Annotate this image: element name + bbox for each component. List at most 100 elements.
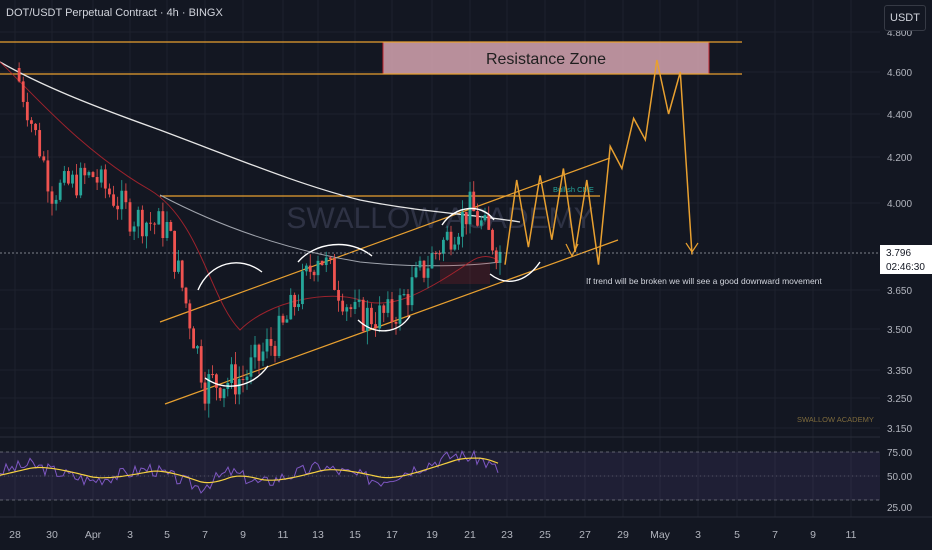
candle-body <box>406 294 410 306</box>
rsi-label: 75.00 <box>887 448 912 459</box>
candle-body <box>289 294 293 320</box>
candle-body <box>285 319 289 323</box>
bullish-cme-label: Bullish CME <box>553 185 594 194</box>
candle-body <box>108 188 111 195</box>
time-label: 15 <box>349 529 361 541</box>
price-label: 3.350 <box>887 366 912 377</box>
candle-body <box>46 160 50 192</box>
price-label: 3.500 <box>887 325 912 336</box>
price-scale-labels: 4.800 4.600 4.400 4.200 4.000 3.650 3.500 3.350… <box>887 28 912 435</box>
candle-body <box>120 190 124 210</box>
candle-body <box>21 81 25 102</box>
candle-body <box>445 231 449 240</box>
candle-body <box>218 387 222 399</box>
candle-body <box>378 305 382 329</box>
candle-body <box>50 191 54 204</box>
candle-body <box>390 299 394 322</box>
price-label: 3.650 <box>887 286 912 297</box>
candle-body <box>188 303 192 329</box>
candle-body <box>99 169 103 183</box>
last-price-label: 3.796 <box>886 248 911 259</box>
candle-body <box>341 300 345 312</box>
candle-body <box>498 251 502 263</box>
currency-button[interactable]: USDT <box>884 5 926 31</box>
price-label: 3.250 <box>887 394 912 405</box>
candle-body <box>277 315 281 356</box>
candle-body <box>165 222 169 239</box>
channel-upper-line[interactable] <box>159 157 611 323</box>
time-label: 29 <box>617 529 629 541</box>
cme-zone <box>440 262 490 284</box>
candle-body <box>430 253 434 269</box>
candle-body <box>58 182 62 200</box>
candle-body <box>438 253 441 255</box>
resistance-zone-label: Resistance Zone <box>486 51 606 68</box>
projection-arrow-1 <box>565 243 579 258</box>
time-label: 30 <box>46 529 58 541</box>
price-scale[interactable] <box>880 0 932 550</box>
candle-body <box>207 374 211 404</box>
candle-body <box>128 202 132 232</box>
candle-body <box>75 174 78 196</box>
candle-body <box>453 244 457 250</box>
candle-body <box>136 209 140 227</box>
candle-body <box>273 345 277 356</box>
candle-body <box>487 215 491 230</box>
candle-body <box>62 171 66 183</box>
candle-body <box>483 215 487 221</box>
rsi-label: 25.00 <box>887 503 912 514</box>
candle-body <box>203 382 207 404</box>
candle-body <box>132 226 136 232</box>
candle-body <box>222 388 226 399</box>
candle-body <box>386 299 390 313</box>
time-label: 28 <box>9 529 21 541</box>
candle-body <box>67 171 70 184</box>
candle-body <box>192 328 195 349</box>
candle-body <box>361 299 365 332</box>
candle-body <box>418 260 422 268</box>
time-label: 9 <box>240 529 246 541</box>
candle-body <box>103 169 107 189</box>
time-label: 21 <box>464 529 476 541</box>
time-label: 23 <box>501 529 513 541</box>
time-label: 27 <box>579 529 591 541</box>
candle-body <box>116 205 120 210</box>
candle-body <box>177 260 180 272</box>
candle-body <box>30 120 33 124</box>
candle-body <box>328 257 332 259</box>
candle-body <box>234 364 237 395</box>
candle-body <box>87 172 91 176</box>
candle-body <box>25 101 29 121</box>
rsi-label: 50.00 <box>887 472 912 483</box>
time-label: 7 <box>772 529 778 541</box>
arc-bottom-2 <box>357 315 411 332</box>
candle-body <box>422 260 426 278</box>
projection-path[interactable] <box>504 59 693 265</box>
time-label: May <box>650 529 671 541</box>
candle-body <box>494 250 498 263</box>
rsi-line <box>0 449 499 494</box>
candle-body <box>333 258 336 290</box>
candle-body <box>365 307 369 332</box>
candle-body <box>237 379 241 395</box>
candles <box>17 62 502 418</box>
candle-body <box>337 289 340 301</box>
candle-body <box>426 268 430 278</box>
countdown-label: 02:46:30 <box>886 262 925 273</box>
arc-bottom-1 <box>204 365 269 387</box>
candle-body <box>382 305 386 313</box>
candle-body <box>180 260 184 288</box>
candle-body <box>442 239 445 254</box>
candle-body <box>269 339 273 346</box>
time-label: 9 <box>810 529 816 541</box>
time-label: 5 <box>734 529 740 541</box>
arc-top-2 <box>297 243 373 263</box>
channel-lower-line[interactable] <box>164 239 619 405</box>
candle-body <box>173 230 176 272</box>
candle-body <box>357 299 361 302</box>
time-label: 25 <box>539 529 551 541</box>
candle-body <box>308 265 312 272</box>
price-label: 4.400 <box>887 110 912 121</box>
candle-body <box>112 194 115 206</box>
